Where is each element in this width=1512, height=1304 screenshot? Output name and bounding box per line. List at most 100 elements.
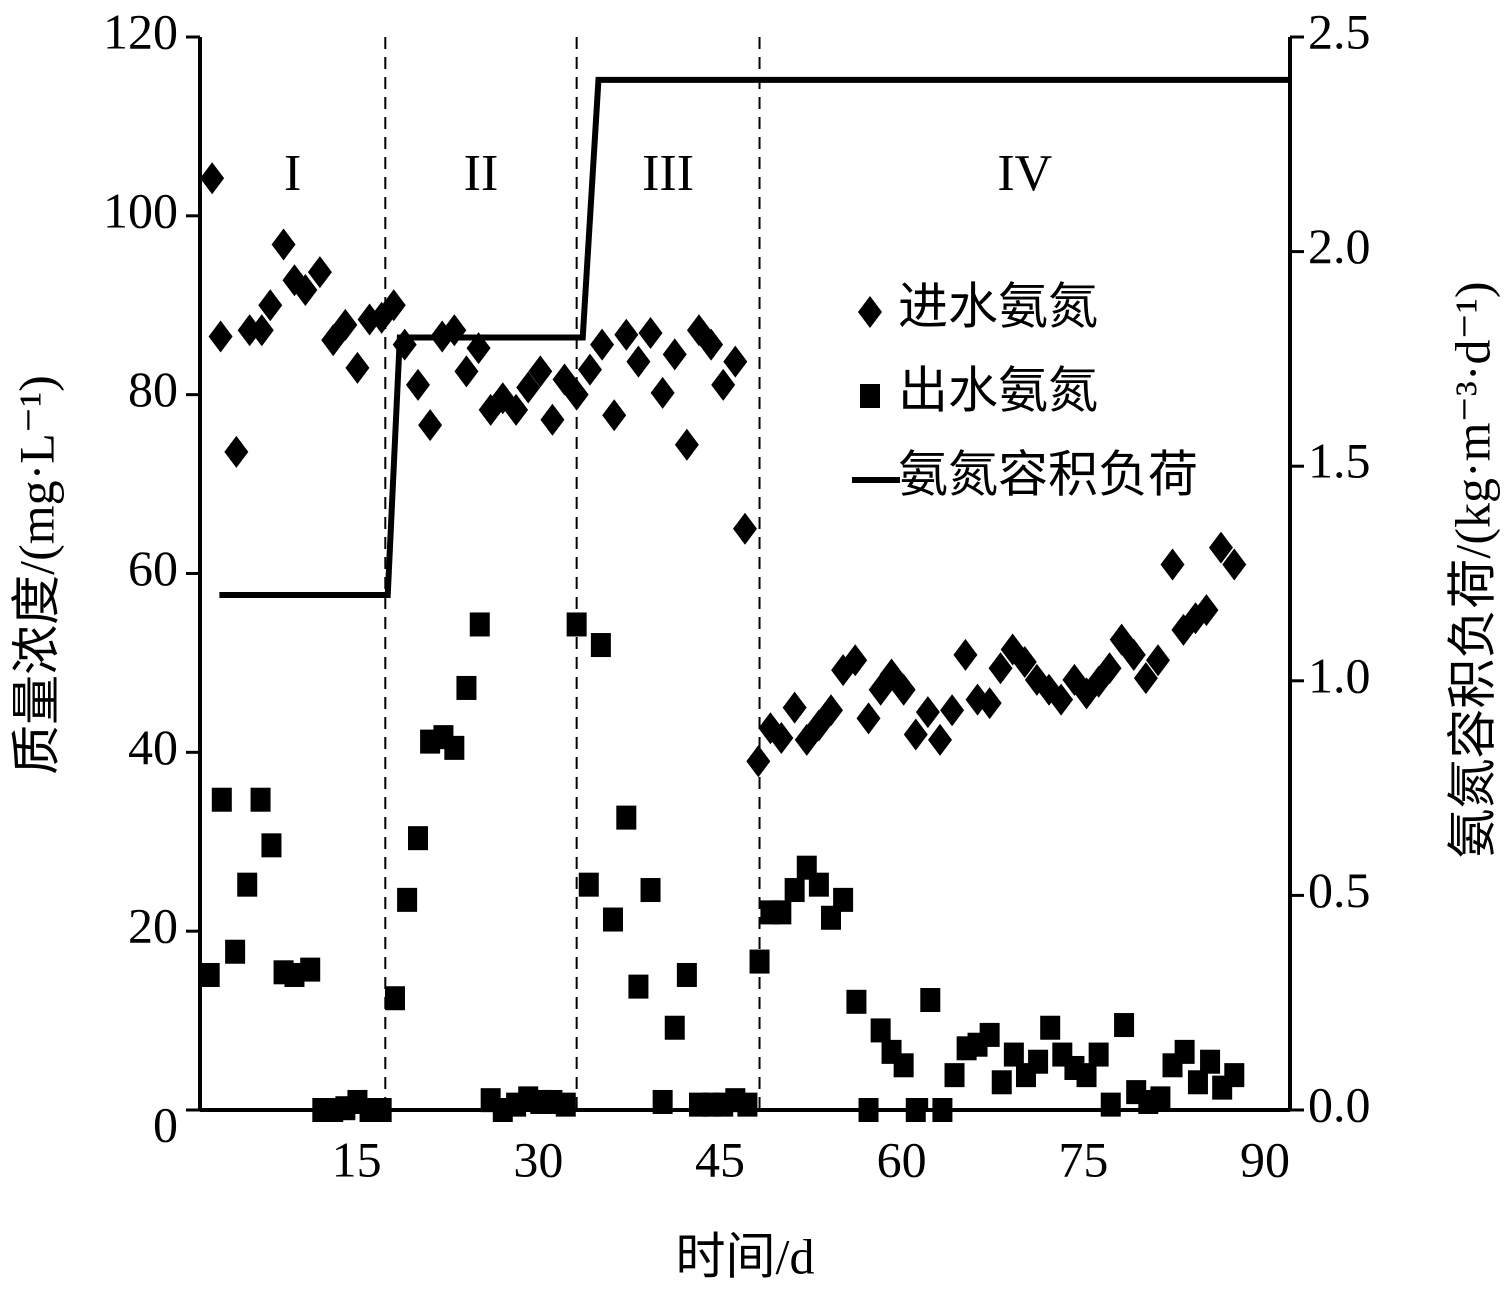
diamond-point — [590, 328, 615, 361]
square-point — [1114, 1013, 1135, 1038]
diamond-point — [940, 694, 965, 727]
square-point — [664, 1015, 685, 1040]
square-point — [237, 872, 258, 897]
square-point — [944, 1063, 965, 1088]
y2-tick-label: 2.0 — [1308, 218, 1371, 274]
diamond-point — [782, 691, 807, 724]
square-point — [1187, 1070, 1208, 1095]
square-point — [749, 949, 770, 974]
y2-tick-label: 0.5 — [1308, 862, 1371, 918]
square-point — [371, 1098, 392, 1122]
diamond-point — [564, 378, 589, 411]
square-point — [905, 1098, 926, 1122]
square-point — [456, 675, 477, 700]
diamond-point — [293, 274, 318, 307]
diamond-point — [650, 376, 675, 409]
y-tick-label: 120 — [103, 3, 178, 59]
diamond-point — [224, 435, 249, 468]
diamond-point — [891, 673, 916, 706]
diamond-point — [1208, 531, 1233, 564]
diamond-point — [1133, 662, 1158, 695]
diamond-point — [1121, 638, 1146, 671]
diamond-point — [504, 393, 529, 426]
square-point — [199, 962, 220, 987]
square-point — [1200, 1049, 1221, 1074]
diamond-point — [602, 399, 627, 432]
square-point — [846, 989, 867, 1014]
square-point — [808, 872, 829, 897]
diamond-point — [953, 638, 978, 671]
diamond-point — [1145, 644, 1170, 677]
diamond-point — [271, 228, 296, 261]
diamond-point — [237, 314, 262, 347]
square-point — [979, 1022, 1000, 1047]
diamond-point — [1194, 594, 1219, 627]
diamond-point — [915, 696, 940, 729]
diamond-point — [333, 308, 358, 341]
diamond-point — [1097, 652, 1122, 685]
square-point — [602, 907, 623, 932]
phase-label: III — [642, 145, 694, 202]
y2-tick-label: 2.5 — [1308, 3, 1371, 59]
square-point — [211, 787, 232, 812]
diamond-point — [208, 320, 233, 353]
diamond-point — [638, 316, 663, 349]
square-point — [555, 1092, 576, 1117]
diamond-point — [988, 652, 1013, 685]
x-tick-label: 30 — [513, 1131, 563, 1187]
square-point — [1150, 1086, 1171, 1111]
square-point — [991, 1070, 1012, 1095]
diamond-point — [699, 328, 724, 361]
x-tick-label: 75 — [1058, 1131, 1108, 1187]
x-tick-label: 90 — [1240, 1131, 1290, 1187]
square-point — [676, 962, 697, 987]
diamond-point — [843, 644, 868, 677]
y2-tick-label: 1.0 — [1308, 647, 1371, 703]
square-point — [566, 612, 587, 637]
diamond-point — [733, 512, 757, 545]
diamond-point — [746, 745, 771, 778]
square-point — [469, 612, 490, 637]
diamond-point — [540, 403, 565, 436]
square-point — [397, 887, 418, 912]
diamond-point — [307, 256, 332, 289]
diamond-point — [454, 355, 479, 388]
square-point — [1028, 1049, 1049, 1074]
square-point — [640, 878, 661, 903]
phase-label: II — [464, 145, 499, 202]
x-tick-label: 60 — [877, 1131, 927, 1187]
y2-tick-label: 1.5 — [1308, 433, 1371, 489]
y-tick-label: 60 — [128, 540, 178, 596]
square-point — [616, 805, 637, 830]
y-tick-label: 0 — [153, 1096, 178, 1152]
diamond-point — [577, 353, 602, 386]
square-point — [870, 1018, 891, 1043]
square-point — [1003, 1042, 1024, 1067]
square-point — [1100, 1092, 1121, 1117]
square-point — [628, 974, 649, 999]
diamond-point — [1049, 683, 1074, 716]
diamond-point — [977, 687, 1002, 720]
diamond-point — [381, 289, 406, 322]
square-point — [833, 887, 854, 912]
x-tick-label: 15 — [332, 1131, 382, 1187]
legend-marker — [858, 296, 882, 328]
square-point — [858, 1098, 879, 1122]
legend-label: 出水氨氮 — [898, 362, 1098, 418]
square-point — [1224, 1063, 1245, 1088]
diamond-point — [200, 162, 225, 195]
diamond-point — [516, 371, 541, 404]
diamond-point — [723, 345, 748, 378]
square-point — [1174, 1039, 1195, 1064]
square-point — [300, 957, 321, 982]
square-point — [444, 735, 465, 760]
y2-tick-label: 0.0 — [1308, 1076, 1371, 1132]
square-point — [284, 962, 305, 987]
square-point — [590, 633, 611, 658]
legend-label: 氨氮容积负荷 — [898, 446, 1198, 502]
y2-axis-title: 氨氮容积负荷/(kg·m⁻³·d⁻¹) — [1444, 281, 1500, 858]
load-line — [219, 76, 1290, 598]
y-tick-label: 80 — [128, 361, 178, 417]
diamond-point — [249, 314, 274, 347]
